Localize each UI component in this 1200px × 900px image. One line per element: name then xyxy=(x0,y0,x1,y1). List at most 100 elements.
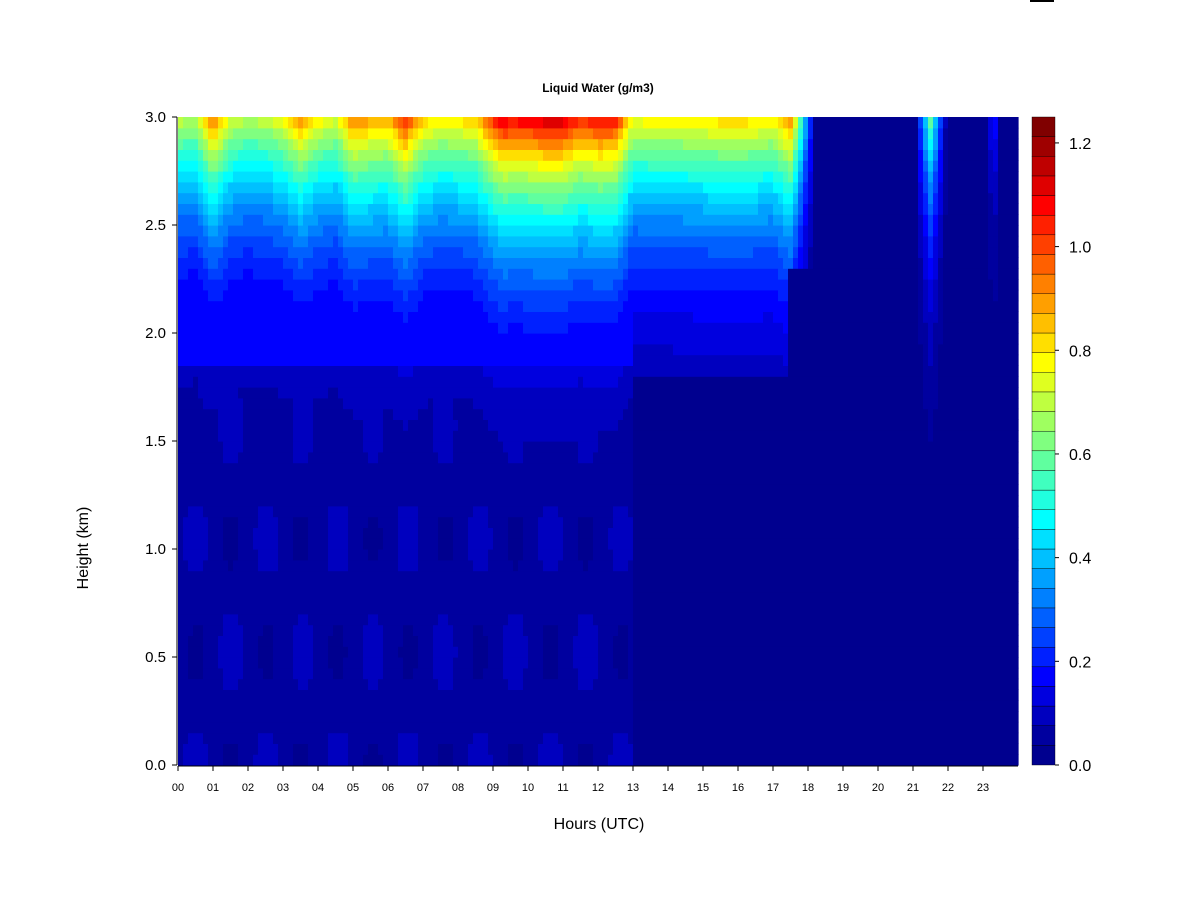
heatmap-cell xyxy=(208,754,214,766)
heatmap-cell xyxy=(303,117,309,129)
heatmap-cell xyxy=(273,570,279,582)
heatmap-cell xyxy=(213,732,219,744)
heatmap-cell xyxy=(498,678,504,690)
heatmap-cell xyxy=(188,689,194,701)
heatmap-cell xyxy=(213,603,219,615)
heatmap-cell xyxy=(353,495,359,507)
heatmap-cell xyxy=(578,225,584,237)
heatmap-cell xyxy=(213,667,219,680)
heatmap-cell xyxy=(268,484,274,496)
heatmap-cell xyxy=(338,516,344,528)
heatmap-cell xyxy=(403,538,409,550)
heatmap-cell xyxy=(523,451,529,464)
heatmap-cell xyxy=(373,214,379,226)
heatmap-cell xyxy=(208,246,214,258)
heatmap-cell xyxy=(418,300,424,312)
heatmap-cell xyxy=(448,732,454,744)
heatmap-cell xyxy=(313,203,319,215)
heatmap-cell xyxy=(528,570,534,582)
heatmap-cell xyxy=(383,451,389,464)
heatmap-cell xyxy=(463,613,469,626)
heatmap-cell xyxy=(528,505,534,518)
heatmap-cell xyxy=(248,408,254,420)
heatmap-cell xyxy=(208,138,214,150)
heatmap-cell xyxy=(258,203,264,215)
heatmap-cell xyxy=(238,451,244,464)
heatmap-cell xyxy=(293,333,299,345)
heatmap-cell xyxy=(513,181,519,194)
heatmap-cell xyxy=(333,538,339,550)
heatmap-cell xyxy=(348,678,354,690)
heatmap-cell xyxy=(353,678,359,690)
heatmap-cell xyxy=(533,365,539,377)
heatmap-cell xyxy=(338,473,344,485)
heatmap-cell xyxy=(573,257,579,269)
heatmap-cell xyxy=(518,484,524,496)
heatmap-cell xyxy=(523,225,529,237)
heatmap-cell xyxy=(228,624,234,636)
heatmap-cell xyxy=(523,246,529,258)
heatmap-cell xyxy=(488,246,494,258)
heatmap-cell xyxy=(213,570,219,582)
heatmap-cell xyxy=(213,268,219,280)
heatmap-cell xyxy=(473,203,479,215)
heatmap-cell xyxy=(448,235,454,248)
heatmap-cell xyxy=(513,441,519,453)
heatmap-cell xyxy=(513,613,519,626)
heatmap-cell xyxy=(243,581,249,593)
heatmap-cell xyxy=(368,646,374,658)
heatmap-cell xyxy=(373,225,379,237)
heatmap-cell xyxy=(398,743,404,755)
heatmap-cell xyxy=(448,289,454,302)
heatmap-cell xyxy=(588,214,594,226)
heatmap-cell xyxy=(518,700,524,712)
heatmap-cell xyxy=(323,700,329,712)
heatmap-cell xyxy=(433,678,439,690)
heatmap-cell xyxy=(503,484,509,496)
heatmap-cell xyxy=(368,397,374,410)
heatmap-cell xyxy=(493,376,499,388)
heatmap-cell xyxy=(268,624,274,636)
heatmap-cell xyxy=(393,192,399,204)
heatmap-cell xyxy=(198,592,204,604)
heatmap-cell xyxy=(203,192,209,204)
heatmap-cell xyxy=(533,117,539,129)
heatmap-cell xyxy=(468,214,474,226)
heatmap-cell xyxy=(378,678,384,690)
heatmap-cell xyxy=(443,192,449,204)
heatmap-cell xyxy=(553,743,559,755)
heatmap-cell xyxy=(313,603,319,615)
heatmap-cell xyxy=(438,657,444,669)
heatmap-cell xyxy=(328,127,334,140)
heatmap-cell xyxy=(258,754,264,766)
heatmap-cell xyxy=(253,203,259,215)
heatmap-cell xyxy=(483,527,489,539)
heatmap-cell xyxy=(343,473,349,485)
heatmap-cell xyxy=(208,732,214,744)
heatmap-cell xyxy=(183,235,189,248)
heatmap-cell xyxy=(543,376,549,388)
heatmap-cell xyxy=(383,603,389,615)
heatmap-cell xyxy=(478,743,484,755)
heatmap-cell xyxy=(323,592,329,604)
heatmap-cell xyxy=(523,127,529,140)
heatmap-cell xyxy=(293,732,299,744)
heatmap-cell xyxy=(553,117,559,129)
heatmap-cell xyxy=(423,613,429,626)
heatmap-cell xyxy=(373,441,379,453)
heatmap-cell xyxy=(518,279,524,291)
heatmap-cell xyxy=(428,257,434,269)
heatmap-cell xyxy=(373,257,379,269)
heatmap-cell xyxy=(443,527,449,539)
heatmap-cell xyxy=(478,473,484,485)
heatmap-cell xyxy=(368,527,374,539)
heatmap-cell xyxy=(468,343,474,356)
heatmap-cell xyxy=(238,127,244,140)
heatmap-cell xyxy=(218,430,224,442)
heatmap-cell xyxy=(408,365,414,377)
heatmap-cell xyxy=(438,192,444,204)
heatmap-cell xyxy=(443,322,449,334)
heatmap-cell xyxy=(543,743,549,755)
heatmap-cell xyxy=(183,711,189,723)
heatmap-cell xyxy=(338,311,344,323)
